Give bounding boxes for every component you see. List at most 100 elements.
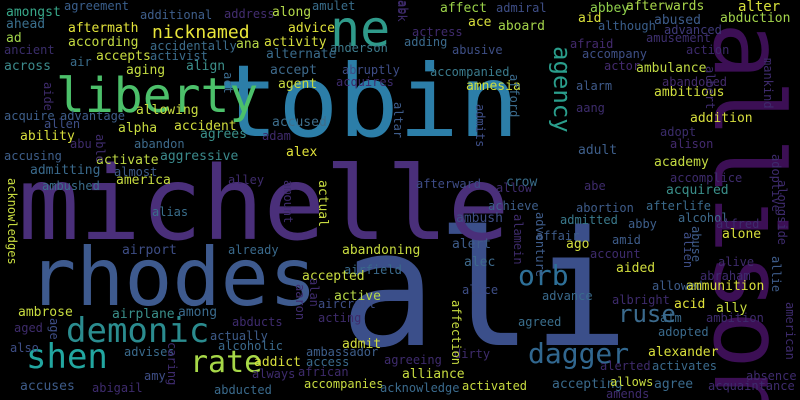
word-allows: allows [610,375,654,389]
word-allie: allie [769,256,783,293]
word-activates: activates [652,359,718,373]
word-abducts: abducts [232,315,283,329]
word-alter: alter [738,0,781,15]
word-affect: affect [440,1,487,16]
word-adopt: adopt [660,125,697,139]
word-acid: acid [674,297,706,312]
word-act: act [221,72,235,94]
word-accompanies: accompanies [304,377,384,391]
word-admiral: admiral [496,1,547,15]
word-amends: amends [606,387,650,400]
word-afterward: afterward [416,177,482,191]
word-abused: abused [654,13,701,28]
word-acknowledges: acknowledges [5,178,19,265]
word-ambush: ambush [456,211,503,226]
word-although: although [598,19,656,33]
word-action: action [686,43,730,57]
word-ana: ana [236,37,260,52]
word-allowing: allowing [136,103,199,118]
word-agent: agent [278,77,318,92]
word-accident: accident [174,119,237,134]
word-always: always [252,367,296,381]
word-accompanied: accompanied [430,65,510,79]
word-agree: agree [654,377,694,392]
word-orb: orb [518,259,569,292]
word-access: access [306,355,350,369]
word-demonic: demonic [66,311,210,351]
word-activated: activated [462,379,528,393]
word-alec: alec [464,255,496,270]
word-ali: ali [340,196,629,383]
word-admit: admit [342,337,382,352]
word-agrees: agrees [200,127,247,142]
word-aaron: aaron [293,284,307,321]
word-additional: additional [140,8,213,22]
word-active: active [334,289,381,304]
word-affair: affair [536,229,580,243]
word-amount: amount [281,180,295,224]
word-aid: aid [578,11,602,26]
word-afraid: afraid [570,37,614,51]
word-already: already [228,243,279,257]
word-air: air [70,55,92,69]
word-alley: alley [228,173,265,187]
word-dirty: dirty [454,347,491,361]
word-ability: ability [20,129,75,144]
word-advance: advance [542,289,593,303]
word-michelle: michelle [18,145,510,264]
word-albright: albright [612,293,670,307]
word-alone: alone [722,227,762,242]
word-alive: alive [718,255,755,269]
word-adult: adult [578,143,618,158]
word-activate: activate [96,153,159,168]
word-abandoning: abandoning [342,243,421,258]
word-dagger: dagger [528,337,630,370]
word-acquired: acquired [666,183,729,198]
word-alison: alison [670,137,714,151]
word-adam: adam [262,129,291,143]
word-accompany: accompany [582,47,648,61]
word-advanced: advanced [664,23,722,37]
word-airport: airport [122,243,177,258]
word-tobin: tobin [218,43,520,160]
word-abducted: abducted [214,383,272,397]
word-afford: afford [507,74,521,118]
word-accusing: accusing [4,149,62,163]
word-accepted: accepted [302,269,365,284]
word-adventure: adventure [533,212,547,278]
word-alpha: alpha [118,121,158,136]
word-advantage: advantage [60,109,126,123]
word-admitting: admitting [30,163,101,178]
word-accomplice: accomplice [670,171,743,185]
word-abuse: abuse [689,226,703,263]
word-african: african [298,365,349,379]
word-affection: affection [449,300,463,366]
word-account: account [590,247,641,261]
word-actually: actually [210,329,268,343]
word-ahead: ahead [6,17,46,32]
word-amy: amy [144,369,166,383]
word-advises: advises [124,345,175,359]
word-ab: ab [396,0,410,15]
word-agency: agency [548,46,576,133]
word-ago: ago [566,237,590,252]
word-achieve: achieve [488,199,539,213]
word-america: america [116,173,171,188]
word-altar: altar [391,102,405,139]
word-afterlife: afterlife [646,199,712,213]
word-amid: amid [612,233,641,247]
word-alcoholic: alcoholic [218,339,284,353]
word-liberty: liberty [56,68,259,124]
word-alexander: alexander [648,345,719,360]
word-abu: abu [70,137,92,151]
word-ambition: ambition [706,311,764,325]
word-agreement: agreement [64,0,130,13]
word-aging: aging [126,63,166,78]
word-alternate: alternate [266,47,337,62]
word-abe: abe [584,179,606,193]
word-accept: accept [270,63,317,78]
word-aide: aide [41,82,55,111]
word-acquire: acquire [4,109,55,123]
word-ally: ally [716,301,748,316]
